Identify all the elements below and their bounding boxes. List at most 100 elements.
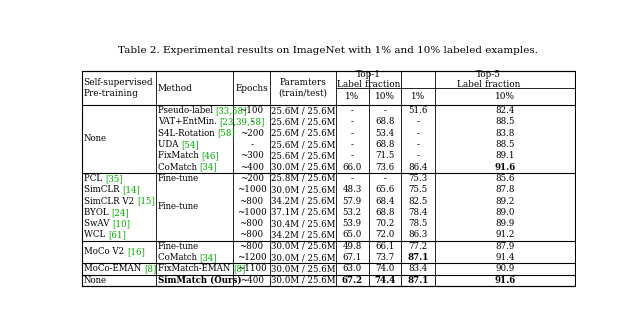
Text: 86.3: 86.3 xyxy=(409,230,428,239)
Text: 68.8: 68.8 xyxy=(375,208,395,217)
Text: 82.4: 82.4 xyxy=(495,106,515,115)
Text: 30.0M / 25.6M: 30.0M / 25.6M xyxy=(271,185,335,194)
Text: -: - xyxy=(417,151,420,160)
Text: SwAV: SwAV xyxy=(84,219,112,228)
Text: ~200: ~200 xyxy=(239,174,264,183)
Text: ~1200: ~1200 xyxy=(237,253,266,262)
Text: [23,39,58]: [23,39,58] xyxy=(220,117,265,126)
Text: 87.8: 87.8 xyxy=(495,185,515,194)
Text: 74.0: 74.0 xyxy=(375,264,395,273)
Text: None: None xyxy=(84,134,107,144)
Text: -: - xyxy=(417,117,420,126)
Text: 75.3: 75.3 xyxy=(409,174,428,183)
Text: [16]: [16] xyxy=(127,248,145,257)
Text: [58]: [58] xyxy=(217,129,235,138)
Text: -: - xyxy=(250,117,253,126)
Text: -: - xyxy=(250,140,253,149)
Text: -: - xyxy=(417,140,420,149)
Text: 72.0: 72.0 xyxy=(375,230,395,239)
Text: 88.5: 88.5 xyxy=(495,140,515,149)
Text: [33,58]: [33,58] xyxy=(216,106,247,115)
Text: 91.6: 91.6 xyxy=(495,163,516,172)
Text: -: - xyxy=(351,117,354,126)
Text: ~800: ~800 xyxy=(239,230,264,239)
Text: [8]: [8] xyxy=(233,264,245,273)
Text: MoCo V2: MoCo V2 xyxy=(84,248,127,257)
Text: 53.4: 53.4 xyxy=(376,129,395,138)
Text: 34.2M / 25.6M: 34.2M / 25.6M xyxy=(271,197,335,206)
Text: [14]: [14] xyxy=(122,185,140,194)
Text: 89.9: 89.9 xyxy=(495,219,515,228)
Text: Paramters
(train/test): Paramters (train/test) xyxy=(278,78,328,98)
Text: 68.8: 68.8 xyxy=(375,117,395,126)
Bar xyxy=(83,71,575,286)
Text: [34]: [34] xyxy=(200,163,217,172)
Text: 91.2: 91.2 xyxy=(495,230,515,239)
Text: ~200: ~200 xyxy=(239,129,264,138)
Text: 87.1: 87.1 xyxy=(408,276,429,285)
Text: 30.4M / 25.6M: 30.4M / 25.6M xyxy=(271,219,335,228)
Text: 30.0M / 25.6M: 30.0M / 25.6M xyxy=(271,163,335,172)
Text: 37.1M / 25.6M: 37.1M / 25.6M xyxy=(271,208,335,217)
Text: 25.6M / 25.6M: 25.6M / 25.6M xyxy=(271,140,335,149)
Text: 25.6M / 25.6M: 25.6M / 25.6M xyxy=(271,106,335,115)
Text: 10%: 10% xyxy=(495,92,515,101)
Text: 89.0: 89.0 xyxy=(495,208,515,217)
Text: 25.8M / 25.6M: 25.8M / 25.6M xyxy=(271,174,335,183)
Text: 25.6M / 25.6M: 25.6M / 25.6M xyxy=(271,117,335,126)
Text: -: - xyxy=(351,140,354,149)
Text: ~300: ~300 xyxy=(239,151,264,160)
Text: 30.0M / 25.6M: 30.0M / 25.6M xyxy=(271,276,335,285)
Text: 90.9: 90.9 xyxy=(495,264,515,273)
Text: CoMatch: CoMatch xyxy=(158,163,200,172)
Text: ~800: ~800 xyxy=(239,197,264,206)
Text: Table 2. Experimental results on ImageNet with 1% and 10% labeled examples.: Table 2. Experimental results on ImageNe… xyxy=(118,46,538,55)
Text: 53.9: 53.9 xyxy=(343,219,362,228)
Text: [15]: [15] xyxy=(137,197,155,206)
Text: -: - xyxy=(383,106,387,115)
Text: -: - xyxy=(351,174,354,183)
Text: ~400: ~400 xyxy=(239,163,264,172)
Text: Top-1
Label fraction: Top-1 Label fraction xyxy=(337,70,401,89)
Text: ~100: ~100 xyxy=(239,106,264,115)
Text: VAT+EntMin.: VAT+EntMin. xyxy=(158,117,220,126)
Text: CoMatch: CoMatch xyxy=(158,253,200,262)
Text: BYOL: BYOL xyxy=(84,208,111,217)
Text: UDA: UDA xyxy=(158,140,181,149)
Text: 34.2M / 25.6M: 34.2M / 25.6M xyxy=(271,230,335,239)
Text: 88.5: 88.5 xyxy=(495,117,515,126)
Text: 67.1: 67.1 xyxy=(342,253,362,262)
Text: 1%: 1% xyxy=(345,92,360,101)
Text: [10]: [10] xyxy=(112,219,130,228)
Text: 25.6M / 25.6M: 25.6M / 25.6M xyxy=(271,129,335,138)
Text: 85.6: 85.6 xyxy=(495,174,515,183)
Text: 75.5: 75.5 xyxy=(409,185,428,194)
Text: 53.2: 53.2 xyxy=(343,208,362,217)
Text: 51.6: 51.6 xyxy=(408,106,428,115)
Text: 91.6: 91.6 xyxy=(495,276,516,285)
Text: SimCLR V2: SimCLR V2 xyxy=(84,197,137,206)
Text: [24]: [24] xyxy=(111,208,129,217)
Text: [46]: [46] xyxy=(202,151,219,160)
Text: [35]: [35] xyxy=(105,174,122,183)
Text: Top-5
Label fraction: Top-5 Label fraction xyxy=(456,70,520,89)
Text: 91.4: 91.4 xyxy=(495,253,515,262)
Text: ~1100: ~1100 xyxy=(237,264,266,273)
Text: FixMatch: FixMatch xyxy=(158,151,202,160)
Text: -: - xyxy=(383,174,387,183)
Text: Fine-tune: Fine-tune xyxy=(158,202,199,211)
Text: 65.0: 65.0 xyxy=(342,230,362,239)
Text: 77.2: 77.2 xyxy=(409,242,428,251)
Text: 10%: 10% xyxy=(375,92,395,101)
Text: 63.0: 63.0 xyxy=(342,264,362,273)
Text: [8]: [8] xyxy=(144,264,156,273)
Text: WCL: WCL xyxy=(84,230,108,239)
Text: None: None xyxy=(84,276,107,285)
Text: 68.4: 68.4 xyxy=(375,197,395,206)
Text: ~1000: ~1000 xyxy=(237,208,266,217)
Text: 67.2: 67.2 xyxy=(342,276,363,285)
Text: 68.8: 68.8 xyxy=(375,140,395,149)
Text: -: - xyxy=(351,106,354,115)
Text: 78.4: 78.4 xyxy=(408,208,428,217)
Text: Epochs: Epochs xyxy=(236,84,268,93)
